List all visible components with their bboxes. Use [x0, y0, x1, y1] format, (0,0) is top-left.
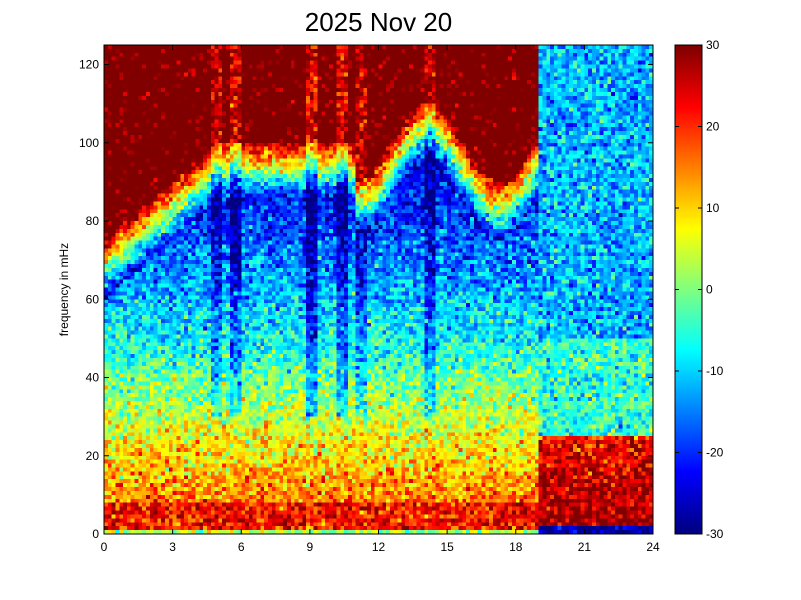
colorbar-tick-label: 10	[706, 201, 720, 215]
y-tick-label: 60	[86, 292, 100, 306]
x-tick-label: 24	[646, 540, 660, 554]
colorbar-tick-label: 30	[706, 38, 720, 52]
colorbar-tick-label: -10	[706, 364, 724, 378]
x-tick-label: 15	[440, 540, 454, 554]
colorbar-axis: -30 -20 -10 0 10 20 30	[675, 38, 724, 541]
x-axis: 0 3 6 9 12 15 18 21 24	[101, 45, 660, 554]
colorbar-tick-label: -30	[706, 527, 724, 541]
chart-title: 2025 Nov 20	[305, 7, 452, 37]
y-tick-label: 40	[86, 371, 100, 385]
colorbar-tick-label: -20	[706, 446, 724, 460]
y-axis-label: frequency in mHz	[57, 243, 71, 336]
y-tick-label: 20	[86, 449, 100, 463]
colorbar-tick-label: 0	[706, 283, 713, 297]
colorbar-tick-label: 20	[706, 120, 720, 134]
x-tick-label: 6	[238, 540, 245, 554]
y-tick-label: 0	[92, 527, 99, 541]
y-axis: 0 20 40 60 80 100 120	[79, 58, 653, 541]
colorbar-image	[675, 45, 702, 534]
x-tick-label: 0	[101, 540, 108, 554]
y-tick-label: 100	[79, 136, 99, 150]
heatmap-image	[104, 45, 653, 534]
x-tick-label: 9	[307, 540, 314, 554]
x-tick-label: 18	[509, 540, 523, 554]
x-tick-label: 21	[578, 540, 592, 554]
x-tick-label: 3	[169, 540, 176, 554]
y-tick-label: 120	[79, 58, 99, 72]
y-tick-label: 80	[86, 214, 100, 228]
x-tick-label: 12	[372, 540, 386, 554]
